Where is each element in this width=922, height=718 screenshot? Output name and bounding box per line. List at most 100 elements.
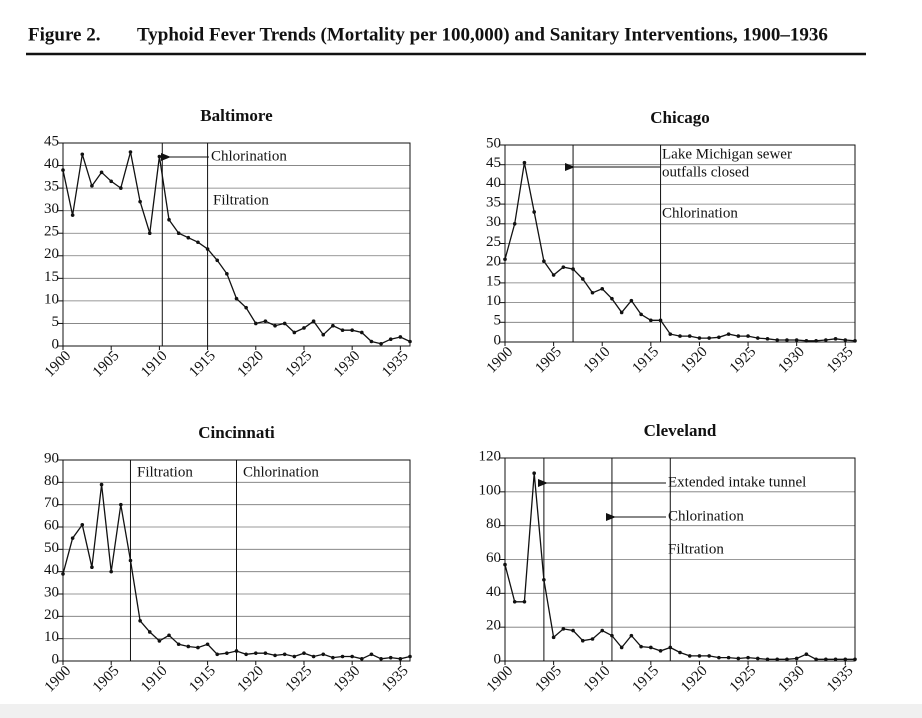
data-point — [263, 319, 268, 323]
panel: Cincinnati 0 10 20 30 40 50 60 70 80 90 1900 1905 191… — [42, 423, 412, 696]
data-point — [824, 657, 828, 662]
x-tick-label: 1905 — [90, 663, 123, 696]
data-point — [388, 337, 393, 342]
data-point — [512, 222, 517, 226]
x-tick-label: 1935 — [824, 344, 857, 377]
data-point — [147, 630, 152, 634]
y-tick-label: 30 — [44, 201, 59, 217]
data-point — [658, 318, 663, 323]
x-tick-label: 1910 — [138, 663, 171, 696]
x-tick-label: 1910 — [581, 663, 614, 696]
data-point — [853, 657, 857, 662]
data-point — [532, 471, 536, 476]
data-point — [186, 644, 191, 649]
data-point — [697, 336, 702, 340]
data-point — [398, 335, 403, 339]
y-tick-label: 0 — [494, 651, 502, 667]
data-point — [765, 337, 770, 341]
data-point — [687, 654, 692, 658]
y-tick-label: 5 — [494, 313, 502, 329]
data-point — [561, 265, 566, 269]
panel: Cleveland 0 20 40 60 80 100 120 1900 1905 1910 1915… — [479, 421, 857, 696]
data-point — [765, 657, 770, 662]
data-point — [649, 318, 653, 323]
data-point — [649, 645, 653, 650]
data-point — [639, 644, 643, 649]
data-point — [282, 652, 287, 657]
plot-frame — [504, 144, 856, 343]
data-point — [746, 334, 750, 338]
data-point — [157, 154, 162, 159]
y-tick-label: 60 — [486, 550, 501, 566]
data-point — [678, 334, 682, 338]
y-tick-label: 50 — [44, 540, 59, 556]
data-point — [707, 336, 711, 340]
data-point — [205, 247, 210, 251]
y-tick-label: 15 — [486, 273, 501, 289]
data-point — [138, 619, 142, 623]
data-point — [542, 578, 546, 582]
data-point — [167, 217, 171, 222]
x-tick-label: 1930 — [775, 663, 808, 696]
data-point — [571, 267, 575, 271]
data-point — [253, 321, 258, 326]
x-tick-label: 1935 — [379, 348, 412, 381]
data-point — [119, 502, 123, 507]
x-tick-label: 1925 — [727, 344, 760, 377]
y-tick-label: 100 — [479, 482, 502, 498]
data-point — [590, 637, 595, 641]
data-point — [176, 231, 181, 236]
data-point — [340, 328, 345, 333]
y-tick-label: 20 — [486, 618, 501, 634]
data-point — [408, 654, 412, 659]
y-tick-label: 0 — [52, 651, 60, 667]
y-tick-label: 120 — [479, 448, 502, 464]
data-point — [196, 645, 200, 650]
data-point — [90, 565, 94, 569]
annotation: Filtration — [213, 192, 269, 208]
data-point — [804, 339, 809, 343]
data-point — [629, 298, 634, 303]
data-point — [804, 652, 809, 657]
data-point — [70, 536, 75, 540]
x-tick-label: 1915 — [630, 344, 663, 377]
x-tick-label: 1925 — [727, 663, 760, 696]
data-point — [824, 338, 828, 342]
data-point — [167, 633, 171, 638]
figure-label: Figure 2. — [28, 24, 100, 45]
data-point — [590, 290, 595, 295]
figure-title: Typhoid Fever Trends (Mortality per 100,… — [137, 24, 828, 45]
data-line — [504, 473, 855, 660]
data-point — [234, 649, 239, 653]
data-point — [176, 642, 181, 647]
data-point — [196, 240, 200, 245]
data-point — [253, 651, 258, 655]
data-point — [388, 655, 393, 660]
data-point — [551, 635, 556, 640]
panel-title: Chicago — [650, 108, 710, 127]
data-point — [542, 259, 546, 264]
data-point — [503, 257, 507, 262]
y-tick-label: 30 — [44, 584, 59, 600]
data-point — [785, 338, 789, 342]
data-point — [109, 569, 113, 574]
data-point — [128, 150, 133, 154]
y-tick-label: 0 — [52, 336, 60, 352]
annotation: Lake Michigan sewer — [662, 146, 792, 162]
y-tick-label: 90 — [44, 450, 59, 466]
x-tick-label: 1925 — [283, 663, 316, 696]
data-point — [340, 654, 345, 659]
data-point — [503, 562, 507, 567]
y-tick-label: 60 — [44, 517, 59, 533]
y-tick-label: 15 — [44, 269, 59, 285]
data-point — [244, 652, 248, 657]
data-point — [619, 310, 624, 315]
data-point — [697, 654, 702, 658]
data-point — [775, 338, 780, 342]
y-tick-label: 10 — [44, 629, 59, 645]
y-tick-label: 20 — [486, 254, 501, 270]
annotation: Filtration — [137, 464, 193, 480]
data-point — [658, 649, 663, 653]
data-point — [532, 210, 536, 214]
data-point — [321, 332, 326, 337]
